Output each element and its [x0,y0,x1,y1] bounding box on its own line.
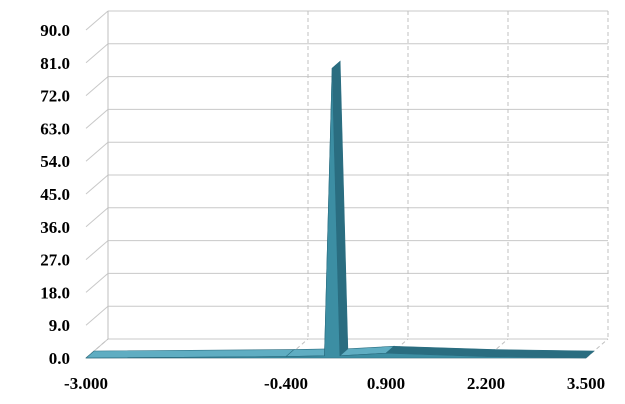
horizontal-gridline-depth [85,240,109,260]
y-tick-label: 9.0 [49,316,70,335]
y-tick-label: 18.0 [40,283,70,302]
horizontal-gridline-depth [85,207,109,228]
floor-gridline [485,338,509,359]
x-tick-label: -0.400 [264,374,308,393]
y-tick-label: 54.0 [40,152,70,171]
horizontal-gridline-depth [85,305,109,326]
floor-gridline [85,338,109,359]
x-tick-label: -3.000 [64,374,108,393]
y-tick-label: 45.0 [40,185,70,204]
y-axis-tick-labels: 0.0 9.0 18.0 27.0 36.0 45.0 54.0 63.0 72.0 81.0 90… [40,21,70,368]
floor-gridline [585,338,609,359]
horizontal-gridline-depth [85,76,109,96]
y-tick-label: 90.0 [40,21,70,40]
horizontal-gridline-depth [85,10,109,31]
y-tick-label: 27.0 [40,251,70,270]
y-tick-label: 36.0 [40,218,70,237]
data-series [85,60,595,359]
x-tick-label: 2.200 [467,374,505,393]
y-tick-label: 0.0 [49,349,70,368]
horizontal-gridline-depth [85,109,109,129]
floor-gridline [285,338,309,359]
horizontal-gridline-depth [85,43,109,64]
y-tick-label: 81.0 [40,54,70,73]
x-tick-label: 0.900 [367,374,405,393]
horizontal-gridline-depth [85,273,109,293]
horizontal-gridline-depth [85,141,109,162]
chart-grid [85,10,609,359]
x-axis-tick-labels: -3.000 -0.400 0.900 2.200 3.500 [64,374,605,393]
area-front-face [85,68,587,359]
x-tick-label: 3.500 [567,374,605,393]
y-tick-label: 63.0 [40,119,70,138]
y-tick-label: 72.0 [40,87,70,106]
horizontal-gridline-depth [85,174,109,195]
